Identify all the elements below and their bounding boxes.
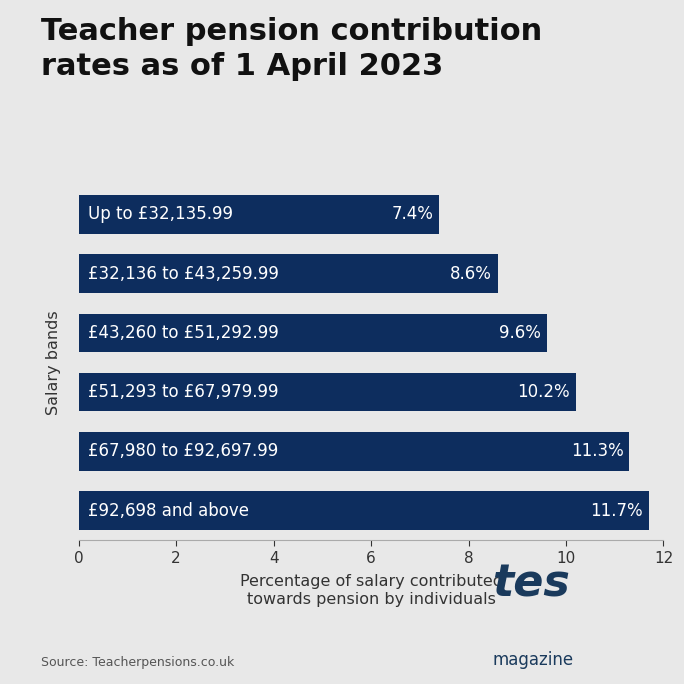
Text: Source: Teacherpensions.co.uk: Source: Teacherpensions.co.uk [41,656,235,669]
Text: 7.4%: 7.4% [391,205,434,223]
Text: £51,293 to £67,979.99: £51,293 to £67,979.99 [88,383,279,401]
Bar [79,432,629,471]
Bar [79,491,649,530]
Text: 8.6%: 8.6% [450,265,492,282]
Text: 9.6%: 9.6% [499,324,540,342]
Bar [79,195,439,234]
Text: tes: tes [492,562,570,605]
Text: Up to £32,135.99: Up to £32,135.99 [88,205,233,223]
Y-axis label: Salary bands: Salary bands [46,311,61,415]
Bar [79,373,576,411]
Text: £43,260 to £51,292.99: £43,260 to £51,292.99 [88,324,279,342]
Text: Teacher pension contribution
rates as of 1 April 2023: Teacher pension contribution rates as of… [41,17,542,81]
Text: 10.2%: 10.2% [517,383,570,401]
Text: 11.7%: 11.7% [590,502,643,520]
Text: 11.3%: 11.3% [570,443,624,460]
X-axis label: Percentage of salary contributed
towards pension by individuals: Percentage of salary contributed towards… [239,574,503,607]
Text: magazine: magazine [492,651,574,669]
Text: £92,698 and above: £92,698 and above [88,502,250,520]
Bar [79,254,498,293]
Text: £67,980 to £92,697.99: £67,980 to £92,697.99 [88,443,278,460]
Bar [79,314,547,352]
Text: £32,136 to £43,259.99: £32,136 to £43,259.99 [88,265,279,282]
